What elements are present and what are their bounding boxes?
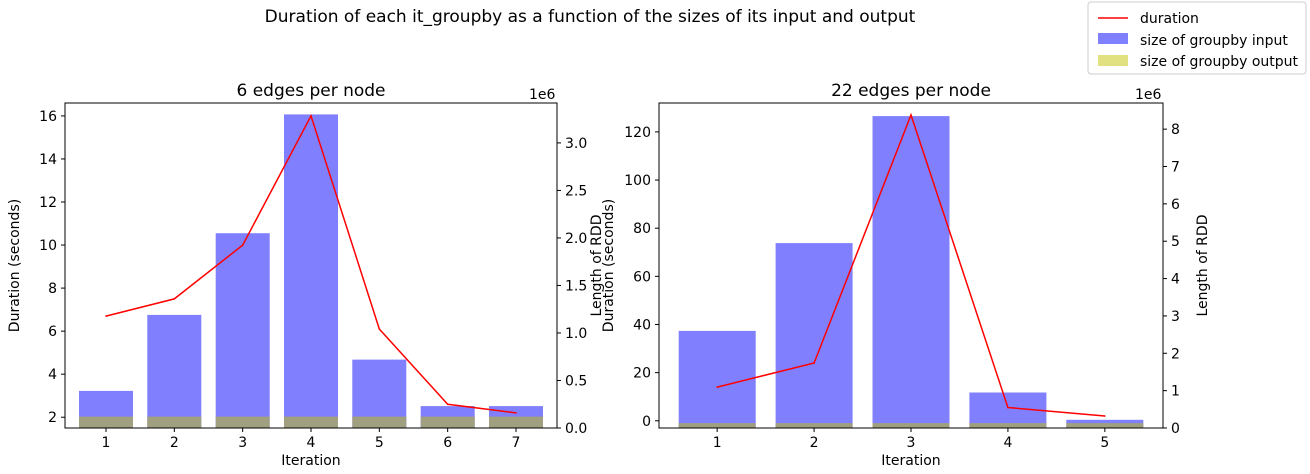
input-bar-2: [775, 243, 853, 428]
duration-point-3: [910, 114, 912, 116]
y2-tick-label-2: 2.0: [565, 231, 587, 247]
x-tick-label-4: 4: [1003, 435, 1012, 451]
duration-point-5: [378, 328, 381, 330]
output-bar-1: [678, 423, 756, 428]
output-bar-4: [284, 416, 338, 428]
x-tick-label-5: 5: [375, 435, 384, 451]
output-bar-1: [79, 416, 133, 428]
y2-tick-label-0: 0: [1171, 421, 1180, 437]
y2-tick-label-3: 3: [1171, 309, 1180, 325]
y-tick-label-80: 80: [633, 221, 651, 237]
panel-6-edges: 1 2 3 4 5 6 72468101214160.00.51.01.52.02.53.0…: [7, 81, 605, 469]
legend-frame: [1087, 1, 1307, 75]
output-bar-6: [420, 416, 475, 428]
legend-input-label: size of groupby input: [1140, 33, 1288, 49]
output-bar-3: [215, 416, 270, 428]
x-tick-label-5: 5: [1100, 435, 1109, 451]
y-axis-label: Duration (seconds): [601, 199, 617, 332]
y-tick-label-20: 20: [633, 366, 651, 382]
panel-22-edges: 1 2 3 4 5 0 20 40 60 80 100 120 0 1 2 3 4 5 6 7 8 1e6 22 edges…: [601, 81, 1211, 469]
legend-output-label: size of groupby output: [1140, 54, 1299, 70]
y-tick-label-8: 8: [48, 281, 57, 297]
x-tick-label-1: 1: [713, 435, 722, 451]
y2-axis-label: Length of RDD: [1195, 215, 1211, 317]
input-bar-4: [284, 114, 338, 429]
y-tick-label-16: 16: [39, 109, 57, 125]
legend-input-swatch: [1098, 33, 1128, 44]
y-tick-label-120: 120: [624, 125, 651, 141]
input-bar-2: [147, 314, 202, 428]
x-tick-label-1: 1: [102, 435, 111, 451]
y-tick-label-100: 100: [624, 173, 651, 189]
duration-point-4: [1007, 406, 1009, 409]
duration-point-2: [173, 298, 176, 300]
x-tick-label-2: 2: [170, 435, 179, 451]
y-tick-label-40: 40: [633, 317, 651, 333]
y2-tick-label-6: 6: [1171, 197, 1180, 213]
y2-axis-label: Length of RDD: [589, 215, 605, 317]
y-tick-label-6: 6: [48, 324, 57, 340]
output-bar-5: [1066, 423, 1144, 428]
output-bar-3: [872, 423, 950, 428]
y2-offset-label: 1e6: [529, 87, 556, 103]
output-bar-2: [147, 416, 202, 428]
duration-point-1: [105, 315, 107, 317]
y2-tick-label-1: 1.0: [565, 326, 587, 342]
y2-tick-label-8: 8: [1171, 122, 1180, 138]
y2-tick-label-3: 3.0: [565, 136, 587, 152]
duration-point-6: [446, 403, 449, 406]
duration-point-5: [1104, 415, 1106, 417]
y2-offset-label: 1e6: [1135, 87, 1162, 103]
duration-point-7: [515, 412, 517, 414]
legend-duration-label: duration: [1140, 11, 1199, 27]
output-bar-5: [352, 416, 407, 428]
duration-point-3: [241, 244, 244, 246]
x-axis-label: Iteration: [281, 453, 340, 469]
duration-point-1: [716, 386, 718, 388]
x-tick-label-3: 3: [238, 435, 247, 451]
y-tick-label-14: 14: [39, 152, 57, 168]
y2-tick-label-2: 2: [1171, 346, 1180, 362]
output-bar-2: [775, 423, 853, 428]
y-tick-label-12: 12: [39, 195, 57, 211]
y-axis-label: Duration (seconds): [7, 199, 23, 332]
x-tick-label-6: 6: [443, 435, 452, 451]
figure-title: Duration of each it_groupby as a functio…: [265, 7, 916, 27]
duration-point-2: [813, 362, 815, 364]
y-tick-label-60: 60: [633, 269, 651, 285]
y2-tick-label-0: 0.0: [565, 421, 587, 437]
y2-tick-label-2.5: 2.5: [565, 183, 587, 199]
y2-tick-label-5: 5: [1171, 234, 1180, 250]
x-tick-label-3: 3: [907, 435, 916, 451]
x-tick-label-4: 4: [307, 435, 316, 451]
y-tick-label-2: 2: [48, 410, 57, 426]
x-tick-label-2: 2: [810, 435, 819, 451]
output-bar-4: [969, 423, 1047, 428]
panel-title: 22 edges per node: [831, 81, 991, 101]
duration-point-4: [310, 115, 312, 117]
input-bar-1: [678, 330, 756, 428]
y2-tick-label-1: 1: [1171, 384, 1180, 400]
panel-title: 6 edges per node: [236, 81, 385, 101]
y-tick-label-10: 10: [39, 238, 57, 254]
legend-output-swatch: [1098, 55, 1128, 66]
y-tick-label-4: 4: [48, 367, 57, 383]
y2-tick-label-0.5: 0.5: [565, 373, 587, 389]
input-bar-3: [215, 233, 270, 428]
y2-tick-label-4: 4: [1171, 272, 1180, 288]
y2-tick-label-7: 7: [1171, 160, 1180, 176]
legend: duration size of groupby input size of g…: [1087, 1, 1307, 75]
output-bar-7: [489, 416, 543, 428]
x-tick-label-7: 7: [512, 435, 521, 451]
y2-tick-label-1.5: 1.5: [565, 278, 587, 294]
x-axis-label: Iteration: [881, 453, 940, 469]
input-bar-3: [872, 116, 950, 428]
y-tick-label-0: 0: [642, 414, 651, 430]
